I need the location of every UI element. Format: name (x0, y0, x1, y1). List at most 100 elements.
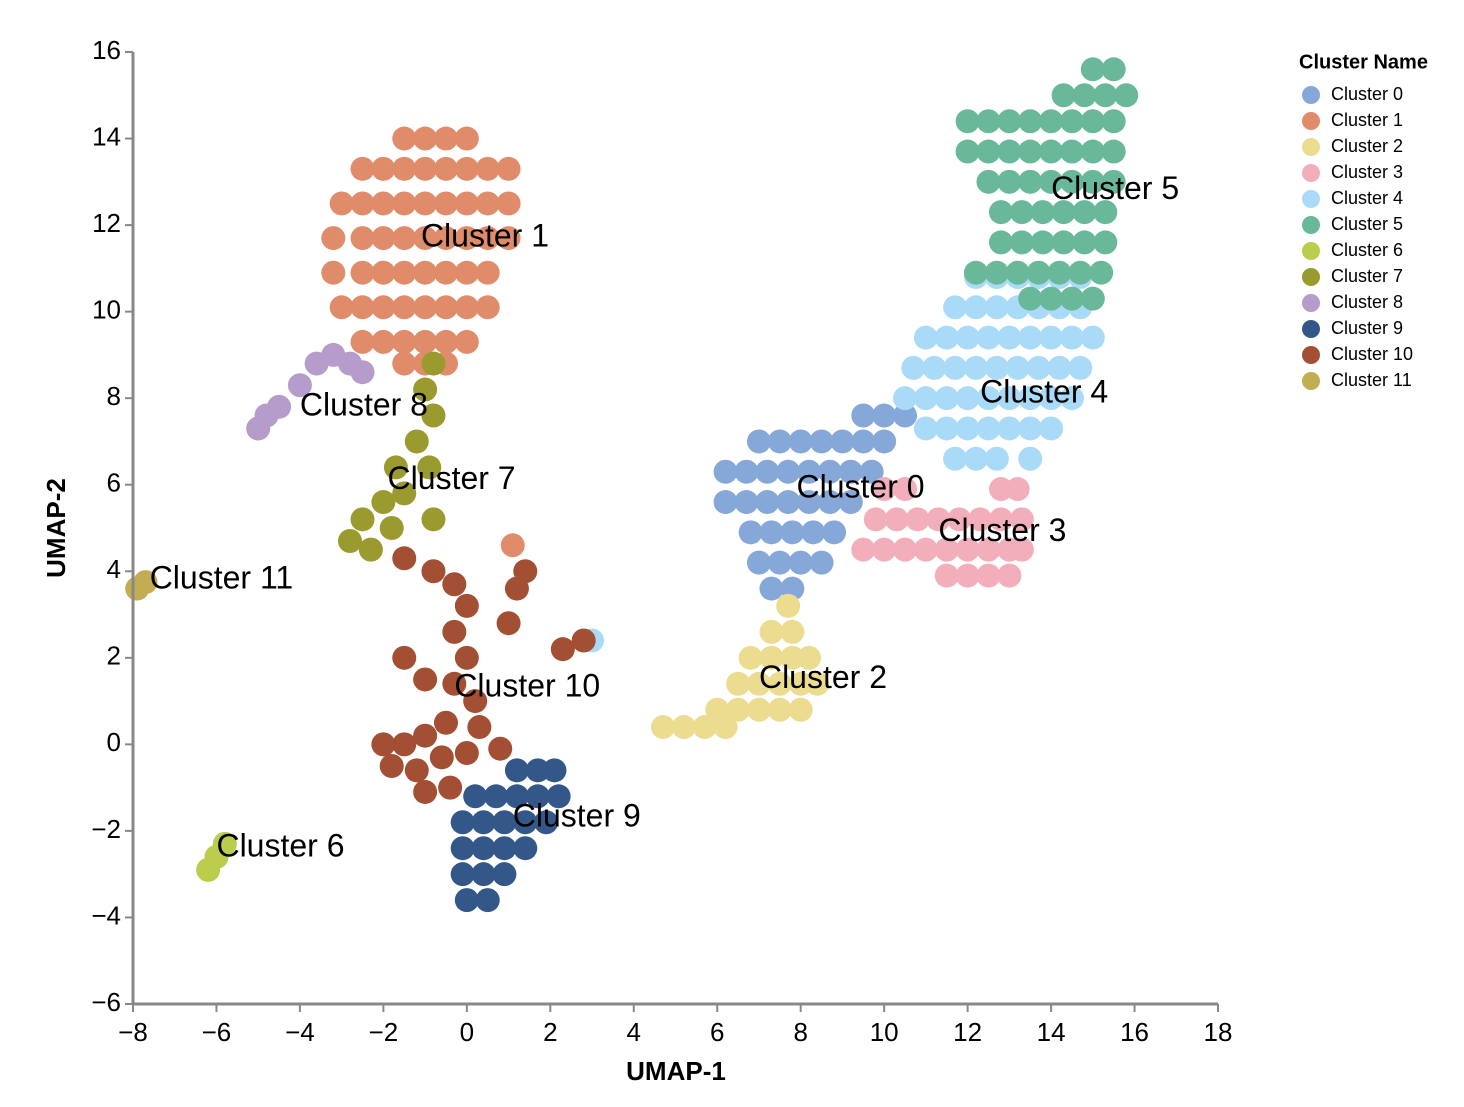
point (984, 295, 1009, 320)
legend-swatch (1302, 242, 1320, 260)
point (901, 355, 926, 380)
point (801, 520, 826, 545)
point (1005, 477, 1030, 502)
point (734, 490, 759, 515)
point (492, 836, 517, 861)
point (1051, 83, 1076, 108)
point (955, 325, 980, 350)
point (746, 671, 771, 696)
point (392, 226, 417, 251)
point (1018, 109, 1043, 134)
point (454, 741, 479, 766)
point (329, 295, 354, 320)
point (955, 563, 980, 588)
point (1009, 507, 1034, 532)
point (350, 360, 375, 385)
x-tick-label: 10 (870, 1017, 899, 1047)
point (542, 758, 567, 783)
point (329, 191, 354, 216)
point (1080, 57, 1105, 82)
point (254, 403, 279, 428)
point (433, 260, 458, 285)
point (471, 862, 496, 887)
point (943, 295, 968, 320)
point (371, 260, 396, 285)
point (805, 671, 830, 696)
point (413, 191, 438, 216)
point (392, 295, 417, 320)
point (421, 507, 446, 532)
legend-label: Cluster 0 (1331, 84, 1403, 104)
x-axis-title: UMAP-1 (626, 1056, 726, 1086)
point (371, 490, 396, 515)
point (454, 226, 479, 251)
cluster-label: Cluster 2 (759, 659, 887, 695)
point (454, 156, 479, 181)
x-tick-label: −2 (369, 1017, 399, 1047)
cluster-label: Cluster 8 (300, 386, 428, 422)
point (872, 537, 897, 562)
point (797, 490, 822, 515)
legend-swatch (1302, 164, 1320, 182)
point (1018, 386, 1043, 411)
point (1039, 386, 1064, 411)
cluster-label: Cluster 4 (980, 373, 1108, 409)
point (496, 191, 521, 216)
y-tick-label: 16 (92, 35, 121, 65)
point (1068, 355, 1093, 380)
point (287, 373, 312, 398)
point (433, 226, 458, 251)
point (893, 537, 918, 562)
point (1089, 260, 1114, 285)
legend-swatch (1302, 216, 1320, 234)
point (454, 888, 479, 913)
point (1080, 139, 1105, 164)
point (1059, 139, 1084, 164)
y-tick-label: 2 (107, 641, 121, 671)
point (989, 200, 1013, 225)
y-tick-label: −4 (91, 900, 121, 930)
point (913, 416, 938, 441)
x-tick-label: −8 (118, 1017, 148, 1047)
point (788, 429, 813, 454)
point (392, 191, 417, 216)
point (1059, 169, 1084, 194)
point (976, 139, 1001, 164)
legend-swatch (1302, 86, 1320, 104)
point (338, 528, 362, 553)
point (546, 784, 571, 809)
point (776, 593, 801, 618)
point (976, 537, 1001, 562)
point (943, 446, 968, 471)
point (1026, 260, 1051, 285)
point (1080, 325, 1105, 350)
point (371, 156, 396, 181)
y-tick-label: 6 (107, 468, 121, 498)
x-tick-label: 6 (710, 1017, 724, 1047)
point (413, 226, 438, 251)
point (963, 260, 988, 285)
y-tick-label: 0 (107, 727, 121, 757)
point (371, 732, 396, 757)
point (788, 671, 813, 696)
point (989, 507, 1013, 532)
point (463, 784, 488, 809)
point (413, 377, 438, 402)
point (421, 559, 446, 584)
point (1009, 537, 1034, 562)
point (371, 191, 396, 216)
legend-swatch (1302, 268, 1320, 286)
point (859, 459, 884, 484)
legend-label: Cluster 9 (1331, 318, 1403, 338)
point (433, 329, 458, 354)
point (413, 156, 438, 181)
point (1101, 57, 1126, 82)
point (433, 156, 458, 181)
x-tick-label: 16 (1120, 1017, 1149, 1047)
point (350, 295, 375, 320)
point (392, 351, 417, 376)
point (212, 831, 237, 856)
y-tick-label: 14 (92, 121, 121, 151)
point (934, 563, 959, 588)
